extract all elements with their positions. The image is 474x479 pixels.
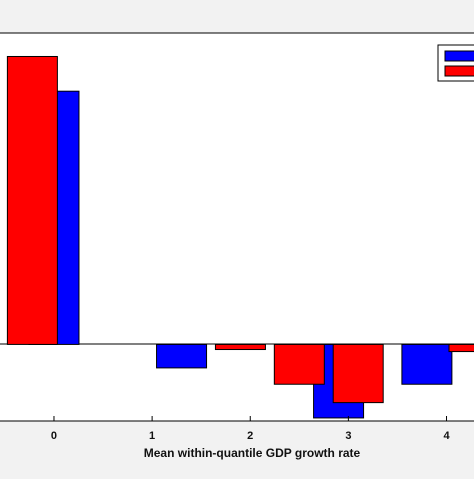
bars-layer [6,55,474,419]
legend [437,44,474,82]
bar-series-2-1 [6,55,58,345]
ticks-layer: 0 1 2 3 4 [51,416,450,442]
x-tick-label-3: 3 [345,430,351,442]
bar-series-1-2 [156,343,208,369]
x-tick-label-1: 1 [149,430,155,442]
bar-series-2-3 [273,343,325,385]
legend-swatch-blue [444,50,474,62]
bar-series-2-5 [448,343,474,353]
x-tick-label-0: 0 [51,430,57,442]
axes-layer [0,32,474,422]
legend-swatch-red [444,65,474,77]
bar-series-2-2 [214,343,266,351]
bar-series-1-5 [401,343,453,385]
x-tick-label-2: 2 [247,430,253,442]
bar-series-2-4 [332,343,384,404]
x-axis-title: Mean within-quantile GDP growth rate [144,446,361,460]
x-tick-label-4: 4 [443,430,450,442]
